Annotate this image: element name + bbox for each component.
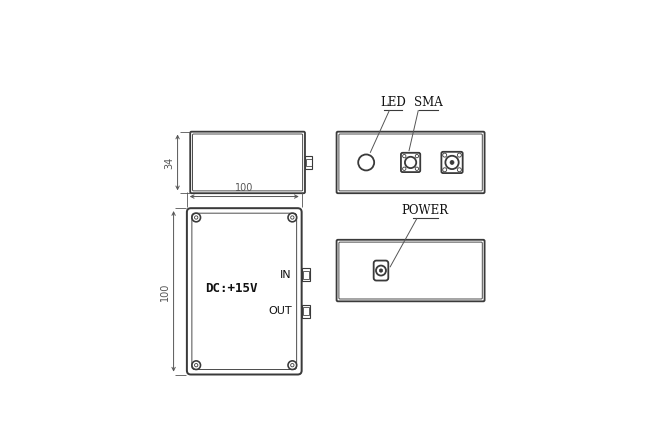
Bar (302, 305, 310, 318)
Bar (306, 159, 312, 166)
Text: 34: 34 (164, 156, 174, 168)
Text: 100: 100 (235, 183, 254, 193)
Circle shape (450, 160, 454, 165)
Circle shape (379, 269, 382, 272)
Text: POWER: POWER (402, 204, 449, 217)
Text: 100: 100 (160, 282, 170, 301)
Text: DC:+15V: DC:+15V (205, 282, 258, 295)
Text: OUT: OUT (268, 306, 292, 316)
Bar (303, 307, 309, 315)
Bar (302, 268, 310, 281)
Bar (305, 156, 313, 169)
Text: IN: IN (280, 270, 292, 280)
Bar (303, 271, 309, 279)
Text: SMA: SMA (414, 96, 443, 109)
Text: LED: LED (380, 96, 406, 109)
